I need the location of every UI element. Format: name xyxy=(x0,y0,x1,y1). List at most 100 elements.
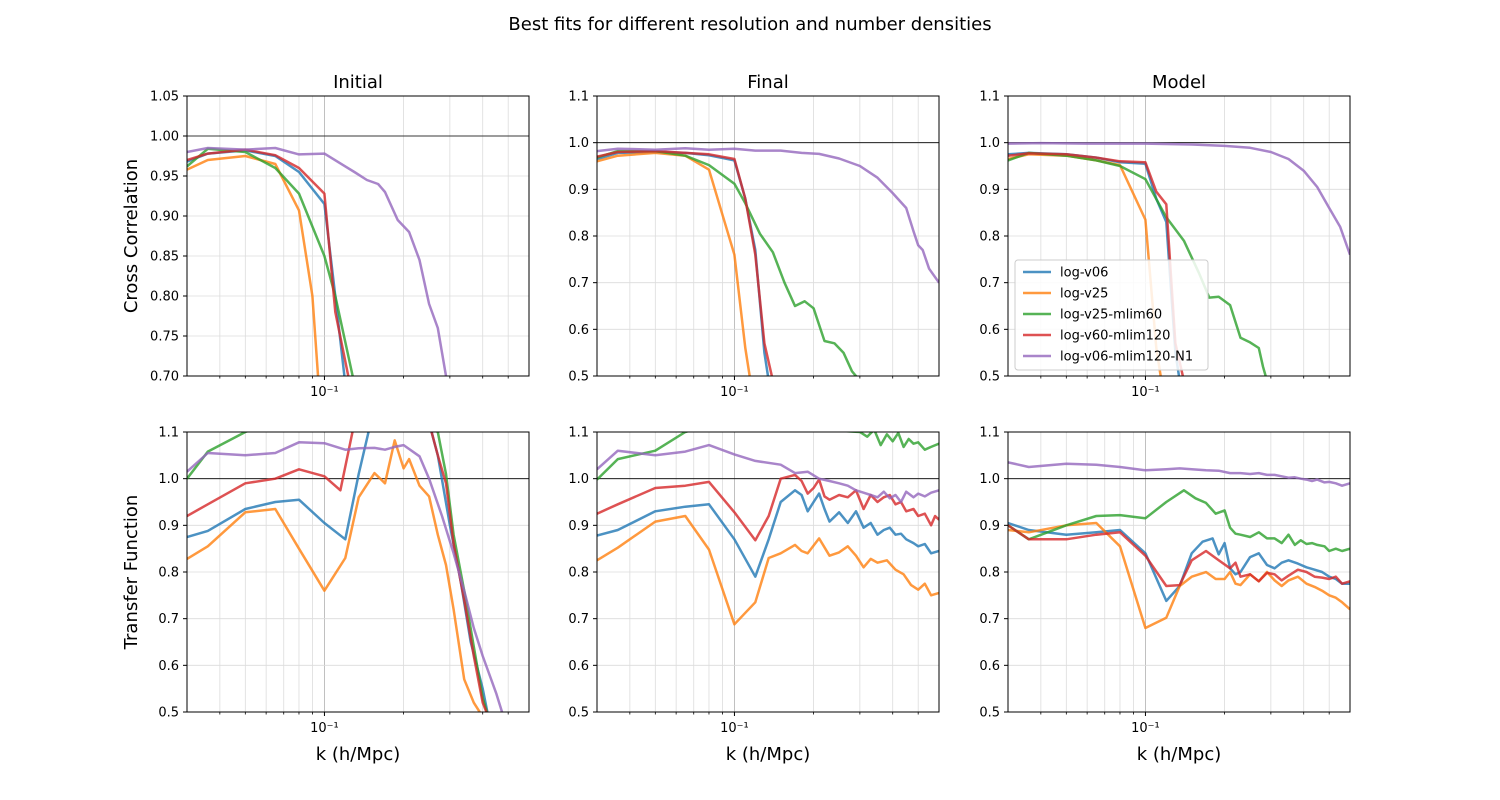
y-tick-label: 0.9 xyxy=(979,519,1000,534)
y-tick-label: 0.85 xyxy=(150,250,179,265)
y-tick-label: 0.9 xyxy=(568,519,589,534)
y-tick-label: 0.75 xyxy=(150,330,179,345)
legend-label: log-v06 xyxy=(1060,266,1108,281)
x-tick-label: 10⁻¹ xyxy=(1131,385,1160,400)
y-tick-label: 1.0 xyxy=(979,472,1000,487)
y-tick-label: 0.8 xyxy=(979,566,1000,581)
x-tick-label: 10⁻¹ xyxy=(310,721,339,736)
x-tick-label: 10⁻¹ xyxy=(720,385,749,400)
series-line-log-v60-mlim120 xyxy=(187,432,488,712)
grid xyxy=(597,431,939,713)
series-group xyxy=(187,432,504,712)
y-tick-label: 0.7 xyxy=(979,276,1000,291)
panel-2: 0.5 0.6 0.7 0.8 0.9 1.0 1.1 10⁻¹ Final xyxy=(568,72,940,400)
y-tick-label: 1.1 xyxy=(979,90,1000,105)
series-line-log-v60-mlim120 xyxy=(597,149,774,376)
y-tick-label: 0.95 xyxy=(150,170,179,185)
y-tick-label: 1.0 xyxy=(979,136,1000,151)
y-tick-label: 1.1 xyxy=(979,426,1000,441)
y-tick-label: 1.0 xyxy=(158,472,179,487)
series-line-log-v60-mlim120 xyxy=(187,148,350,376)
legend-label: log-v25 xyxy=(1060,287,1108,302)
series-line-log-v06 xyxy=(597,489,939,578)
x-tick-label: 10⁻¹ xyxy=(310,385,339,400)
series-line-log-v25 xyxy=(187,154,320,376)
panels: 0.70 0.75 0.80 0.85 0.90 0.95 1.00 1.05 10⁻¹ Init… xyxy=(121,72,1351,765)
series-line-log-v06-mlim120-N1 xyxy=(597,147,939,284)
y-tick-label: 0.8 xyxy=(568,230,589,245)
series-line-log-v60-mlim120 xyxy=(597,473,939,542)
y-tick-label: 1.0 xyxy=(568,136,589,151)
series-group xyxy=(597,147,939,376)
legend-box xyxy=(1014,259,1209,371)
y-tick-label: 0.8 xyxy=(158,566,179,581)
y-tick-label: 0.9 xyxy=(979,183,1000,198)
legend-label: log-v60-mlim120 xyxy=(1060,329,1170,344)
series-line-log-v25 xyxy=(597,151,751,376)
x-axis-label: k (h/Mpc) xyxy=(726,744,811,765)
y-tick-label: 0.5 xyxy=(568,370,589,385)
y-tick-label: 0.6 xyxy=(158,659,179,674)
series-line-log-v25 xyxy=(597,514,939,626)
series-line-log-v25 xyxy=(1008,521,1350,630)
y-tick-label: 1.00 xyxy=(150,130,179,145)
panel-5: 0.5 0.6 0.7 0.8 0.9 1.0 1.1 10⁻¹ k (h/Mpc) xyxy=(568,426,940,765)
series-group xyxy=(187,146,448,376)
panel-title: Model xyxy=(1152,72,1206,93)
y-tick-label: 0.7 xyxy=(158,612,179,627)
y-tick-label: 1.05 xyxy=(150,90,179,105)
series-line-log-v06-mlim120-N1 xyxy=(1008,461,1350,487)
grid xyxy=(187,95,529,377)
y-tick-label: 0.5 xyxy=(568,706,589,721)
y-tick-label: 0.6 xyxy=(568,659,589,674)
y-tick-label: 0.7 xyxy=(568,612,589,627)
grid xyxy=(597,95,939,377)
y-tick-label: 0.7 xyxy=(979,612,1000,627)
y-tick-label: 0.70 xyxy=(150,370,179,385)
y-tick-label: 0.8 xyxy=(568,566,589,581)
x-axis-label: k (h/Mpc) xyxy=(1137,744,1222,765)
legend-label: log-v25-mlim60 xyxy=(1060,308,1162,323)
series-line-log-v25-mlim60 xyxy=(187,147,354,376)
y-tick-label: 0.90 xyxy=(150,210,179,225)
panel-title: Initial xyxy=(333,72,383,93)
y-tick-label: 1.1 xyxy=(158,426,179,441)
y-tick-label: 0.9 xyxy=(158,519,179,534)
y-tick-label: 0.7 xyxy=(568,276,589,291)
series-line-log-v06-mlim120-N1 xyxy=(187,146,448,376)
series-line-log-v25 xyxy=(187,439,482,712)
series-line-log-v25-mlim60 xyxy=(187,432,489,712)
series-line-log-v06-mlim120-N1 xyxy=(1008,141,1350,256)
series-group xyxy=(597,432,939,626)
y-tick-label: 0.80 xyxy=(150,290,179,305)
y-tick-label: 0.5 xyxy=(979,370,1000,385)
y-tick-label: 1.0 xyxy=(568,472,589,487)
panel-6: 0.5 0.6 0.7 0.8 0.9 1.0 1.1 10⁻¹ k (h/Mpc) xyxy=(979,426,1351,765)
panel-title: Final xyxy=(747,72,788,93)
y-tick-label: 0.6 xyxy=(979,659,1000,674)
series-group xyxy=(1008,461,1350,630)
series-line-log-v60-mlim120 xyxy=(1008,524,1350,588)
y-tick-label: 1.1 xyxy=(568,426,589,441)
series-line-log-v06-mlim120-N1 xyxy=(597,443,939,504)
y-axis-label: Cross Correlation xyxy=(121,159,142,313)
figure-title: Best fits for different resolution and n… xyxy=(508,14,991,35)
series-line-log-v25-mlim60 xyxy=(1008,489,1350,553)
x-tick-label: 10⁻¹ xyxy=(1131,721,1160,736)
legend-label: log-v06-mlim120-N1 xyxy=(1060,350,1193,365)
legend: log-v06 log-v25 log-v25-mlim60 log-v60-mlim… xyxy=(1014,259,1209,371)
axes-frame xyxy=(186,95,530,377)
y-tick-label: 0.6 xyxy=(979,323,1000,338)
y-axis-label: Transfer Function xyxy=(121,495,142,651)
x-axis-label: k (h/Mpc) xyxy=(316,744,401,765)
y-tick-label: 0.8 xyxy=(979,230,1000,245)
y-tick-label: 0.5 xyxy=(158,706,179,721)
x-tick-label: 10⁻¹ xyxy=(720,721,749,736)
panel-4: 0.5 0.6 0.7 0.8 0.9 1.0 1.1 10⁻¹ k (h/Mpc) Transf… xyxy=(121,426,530,765)
y-tick-label: 0.5 xyxy=(979,706,1000,721)
grid xyxy=(1008,431,1350,713)
y-tick-label: 0.6 xyxy=(568,323,589,338)
y-tick-label: 0.9 xyxy=(568,183,589,198)
panel-1: 0.70 0.75 0.80 0.85 0.90 0.95 1.00 1.05 10⁻¹ Init… xyxy=(121,72,530,400)
